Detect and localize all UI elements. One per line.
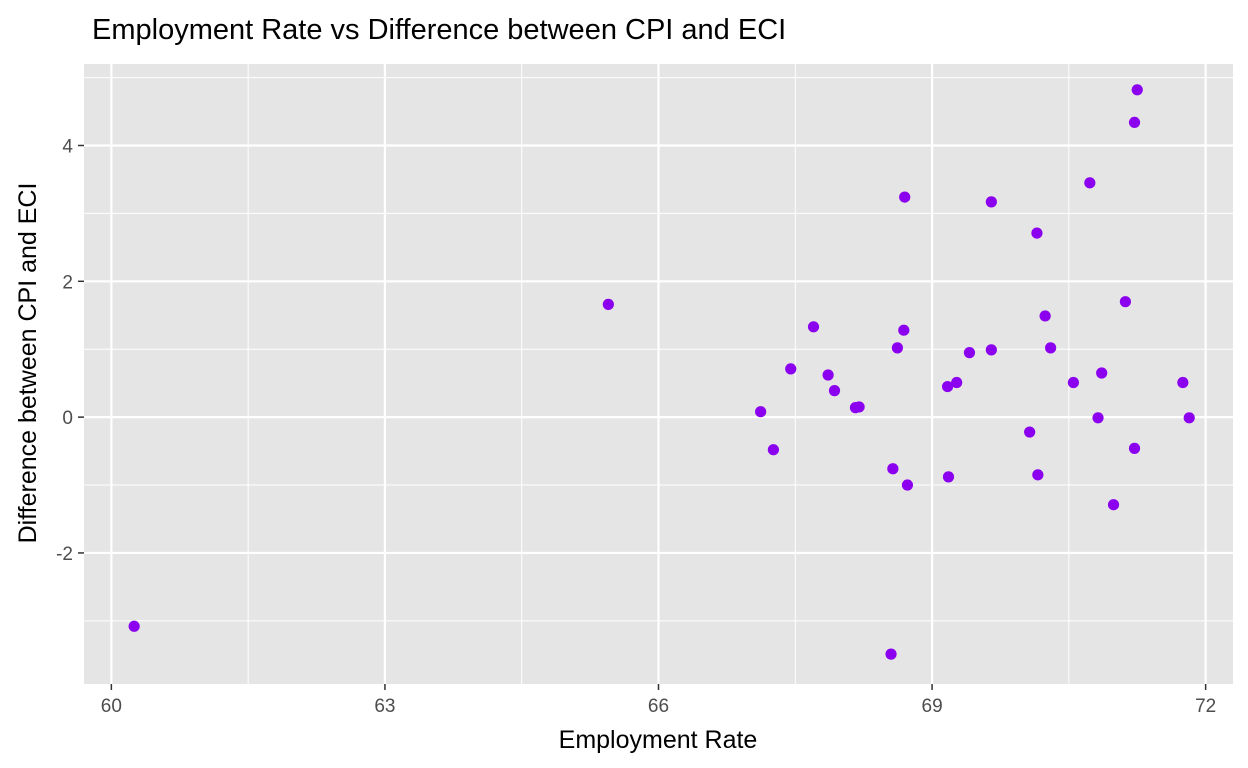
data-point — [822, 369, 834, 381]
data-point — [1024, 426, 1036, 438]
x-tick-label: 63 — [374, 696, 395, 717]
data-point — [941, 380, 954, 393]
data-point — [887, 463, 899, 475]
data-point — [1107, 499, 1120, 511]
data-point — [602, 298, 614, 310]
data-point — [985, 196, 997, 208]
data-point — [1092, 412, 1104, 424]
data-point — [1131, 84, 1143, 96]
chart-title: Employment Rate vs Difference between CP… — [92, 14, 786, 46]
y-tick-label: 2 — [62, 272, 73, 293]
data-point — [951, 376, 963, 389]
data-point — [985, 344, 997, 356]
data-point — [898, 324, 910, 336]
x-tick-label: 72 — [1195, 696, 1216, 717]
x-axis: 60 63 66 69 72 — [101, 684, 1216, 717]
data-point — [1177, 376, 1189, 389]
data-point — [1067, 376, 1080, 389]
data-point — [1128, 442, 1141, 454]
data-points — [128, 84, 1195, 660]
data-point — [1031, 227, 1043, 239]
data-point — [891, 342, 904, 354]
data-point — [901, 479, 914, 491]
data-point — [963, 347, 976, 359]
data-point — [767, 444, 780, 456]
data-point — [828, 385, 841, 397]
y-axis: -2 0 2 4 — [56, 136, 84, 565]
data-point — [1183, 412, 1195, 424]
data-point — [1119, 296, 1131, 308]
y-tick-label: 0 — [62, 408, 73, 429]
data-point — [785, 363, 797, 375]
y-tick-label: 4 — [62, 136, 73, 157]
data-point — [1084, 177, 1096, 189]
x-tick-label: 69 — [922, 696, 943, 717]
data-point — [755, 406, 767, 418]
data-point — [899, 191, 911, 203]
data-point — [942, 471, 955, 483]
x-tick-label: 60 — [101, 696, 122, 717]
data-point — [853, 401, 865, 413]
data-point — [128, 620, 140, 632]
data-point — [1096, 367, 1108, 379]
y-tick-label: -2 — [56, 544, 73, 565]
y-axis-title: Difference between CPI and ECI — [14, 183, 42, 544]
major-gridlines — [84, 64, 1233, 684]
data-point — [1039, 310, 1051, 322]
data-point — [1128, 116, 1141, 129]
x-axis-title: Employment Rate — [559, 726, 758, 754]
x-tick-label: 66 — [648, 696, 669, 717]
data-point — [807, 321, 820, 333]
data-point — [1032, 469, 1044, 481]
data-point — [1045, 342, 1057, 354]
data-point — [885, 648, 897, 660]
